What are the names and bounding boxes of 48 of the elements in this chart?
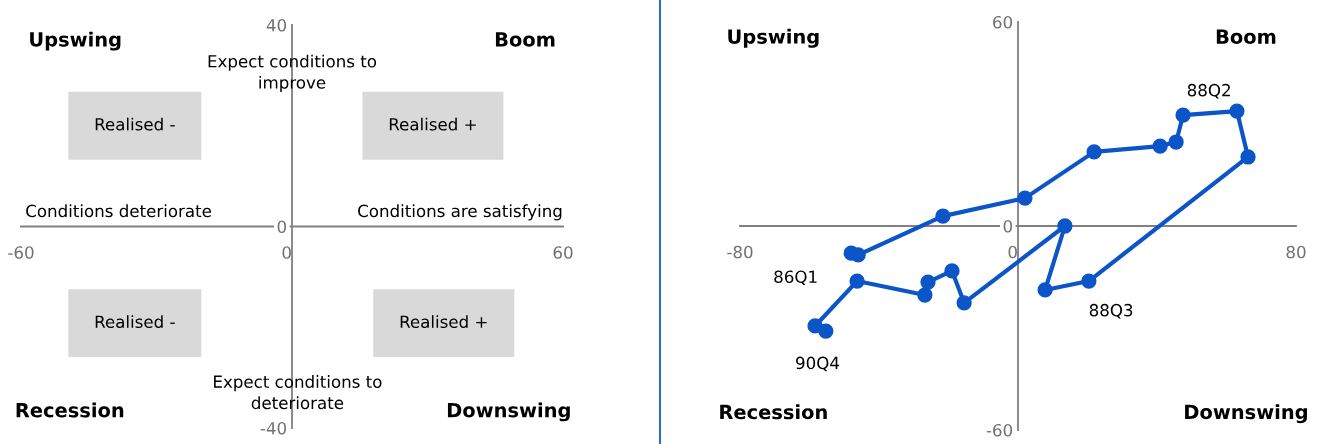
x-tick-label: -60 [8, 246, 34, 259]
annotation: Conditions deteriorate [26, 204, 212, 218]
x-tick-label: 80 [1286, 245, 1306, 259]
point [1175, 107, 1191, 123]
annotation: Realised - [95, 315, 175, 329]
annotation: Expect conditions to deteriorate [214, 375, 382, 410]
y-tick-label: -40 [260, 421, 287, 435]
annotation: Downswing [1185, 404, 1307, 424]
point [1229, 103, 1245, 119]
annotation: Realised + [389, 117, 476, 131]
annotation: Boom [1216, 29, 1276, 44]
annotation: Downswing [447, 402, 570, 422]
y-tick-label: 0 [277, 220, 287, 234]
annotation: Recession [720, 404, 827, 420]
y-tick-label: 0 [1003, 219, 1013, 233]
point [1240, 149, 1256, 165]
point [920, 274, 936, 290]
point [1057, 218, 1073, 234]
point [1081, 273, 1097, 289]
point [1017, 190, 1033, 206]
annotation: Expect conditions to improve [208, 54, 377, 93]
annotation: 90Q4 [796, 356, 840, 372]
point [935, 208, 951, 224]
annotation: 88Q2 [1187, 83, 1230, 99]
annotation: Conditions are satisfying [358, 204, 562, 221]
point [1168, 134, 1184, 150]
annotation: 86Q1 [774, 270, 817, 285]
annotation: Upswing [30, 31, 121, 51]
point [956, 295, 972, 311]
point [1086, 144, 1102, 160]
annotation: Realised + [400, 315, 487, 329]
annotation: Realised - [95, 117, 175, 131]
point [1037, 282, 1053, 298]
y-tick-label: 40 [266, 18, 287, 32]
x-tick-label: -80 [727, 245, 753, 259]
annotation: 88Q3 [1089, 303, 1133, 319]
point [1152, 138, 1168, 154]
point [818, 323, 834, 339]
annotation: Recession [16, 402, 124, 418]
y-tick-label: -60 [986, 423, 1013, 437]
annotation: Upswing [728, 28, 819, 48]
point [849, 273, 865, 289]
x-tick-label: 60 [553, 246, 573, 259]
y-tick-label: 60 [993, 15, 1013, 29]
point [850, 247, 866, 263]
point [917, 287, 933, 303]
point [944, 263, 960, 279]
annotation: Boom [495, 32, 555, 47]
